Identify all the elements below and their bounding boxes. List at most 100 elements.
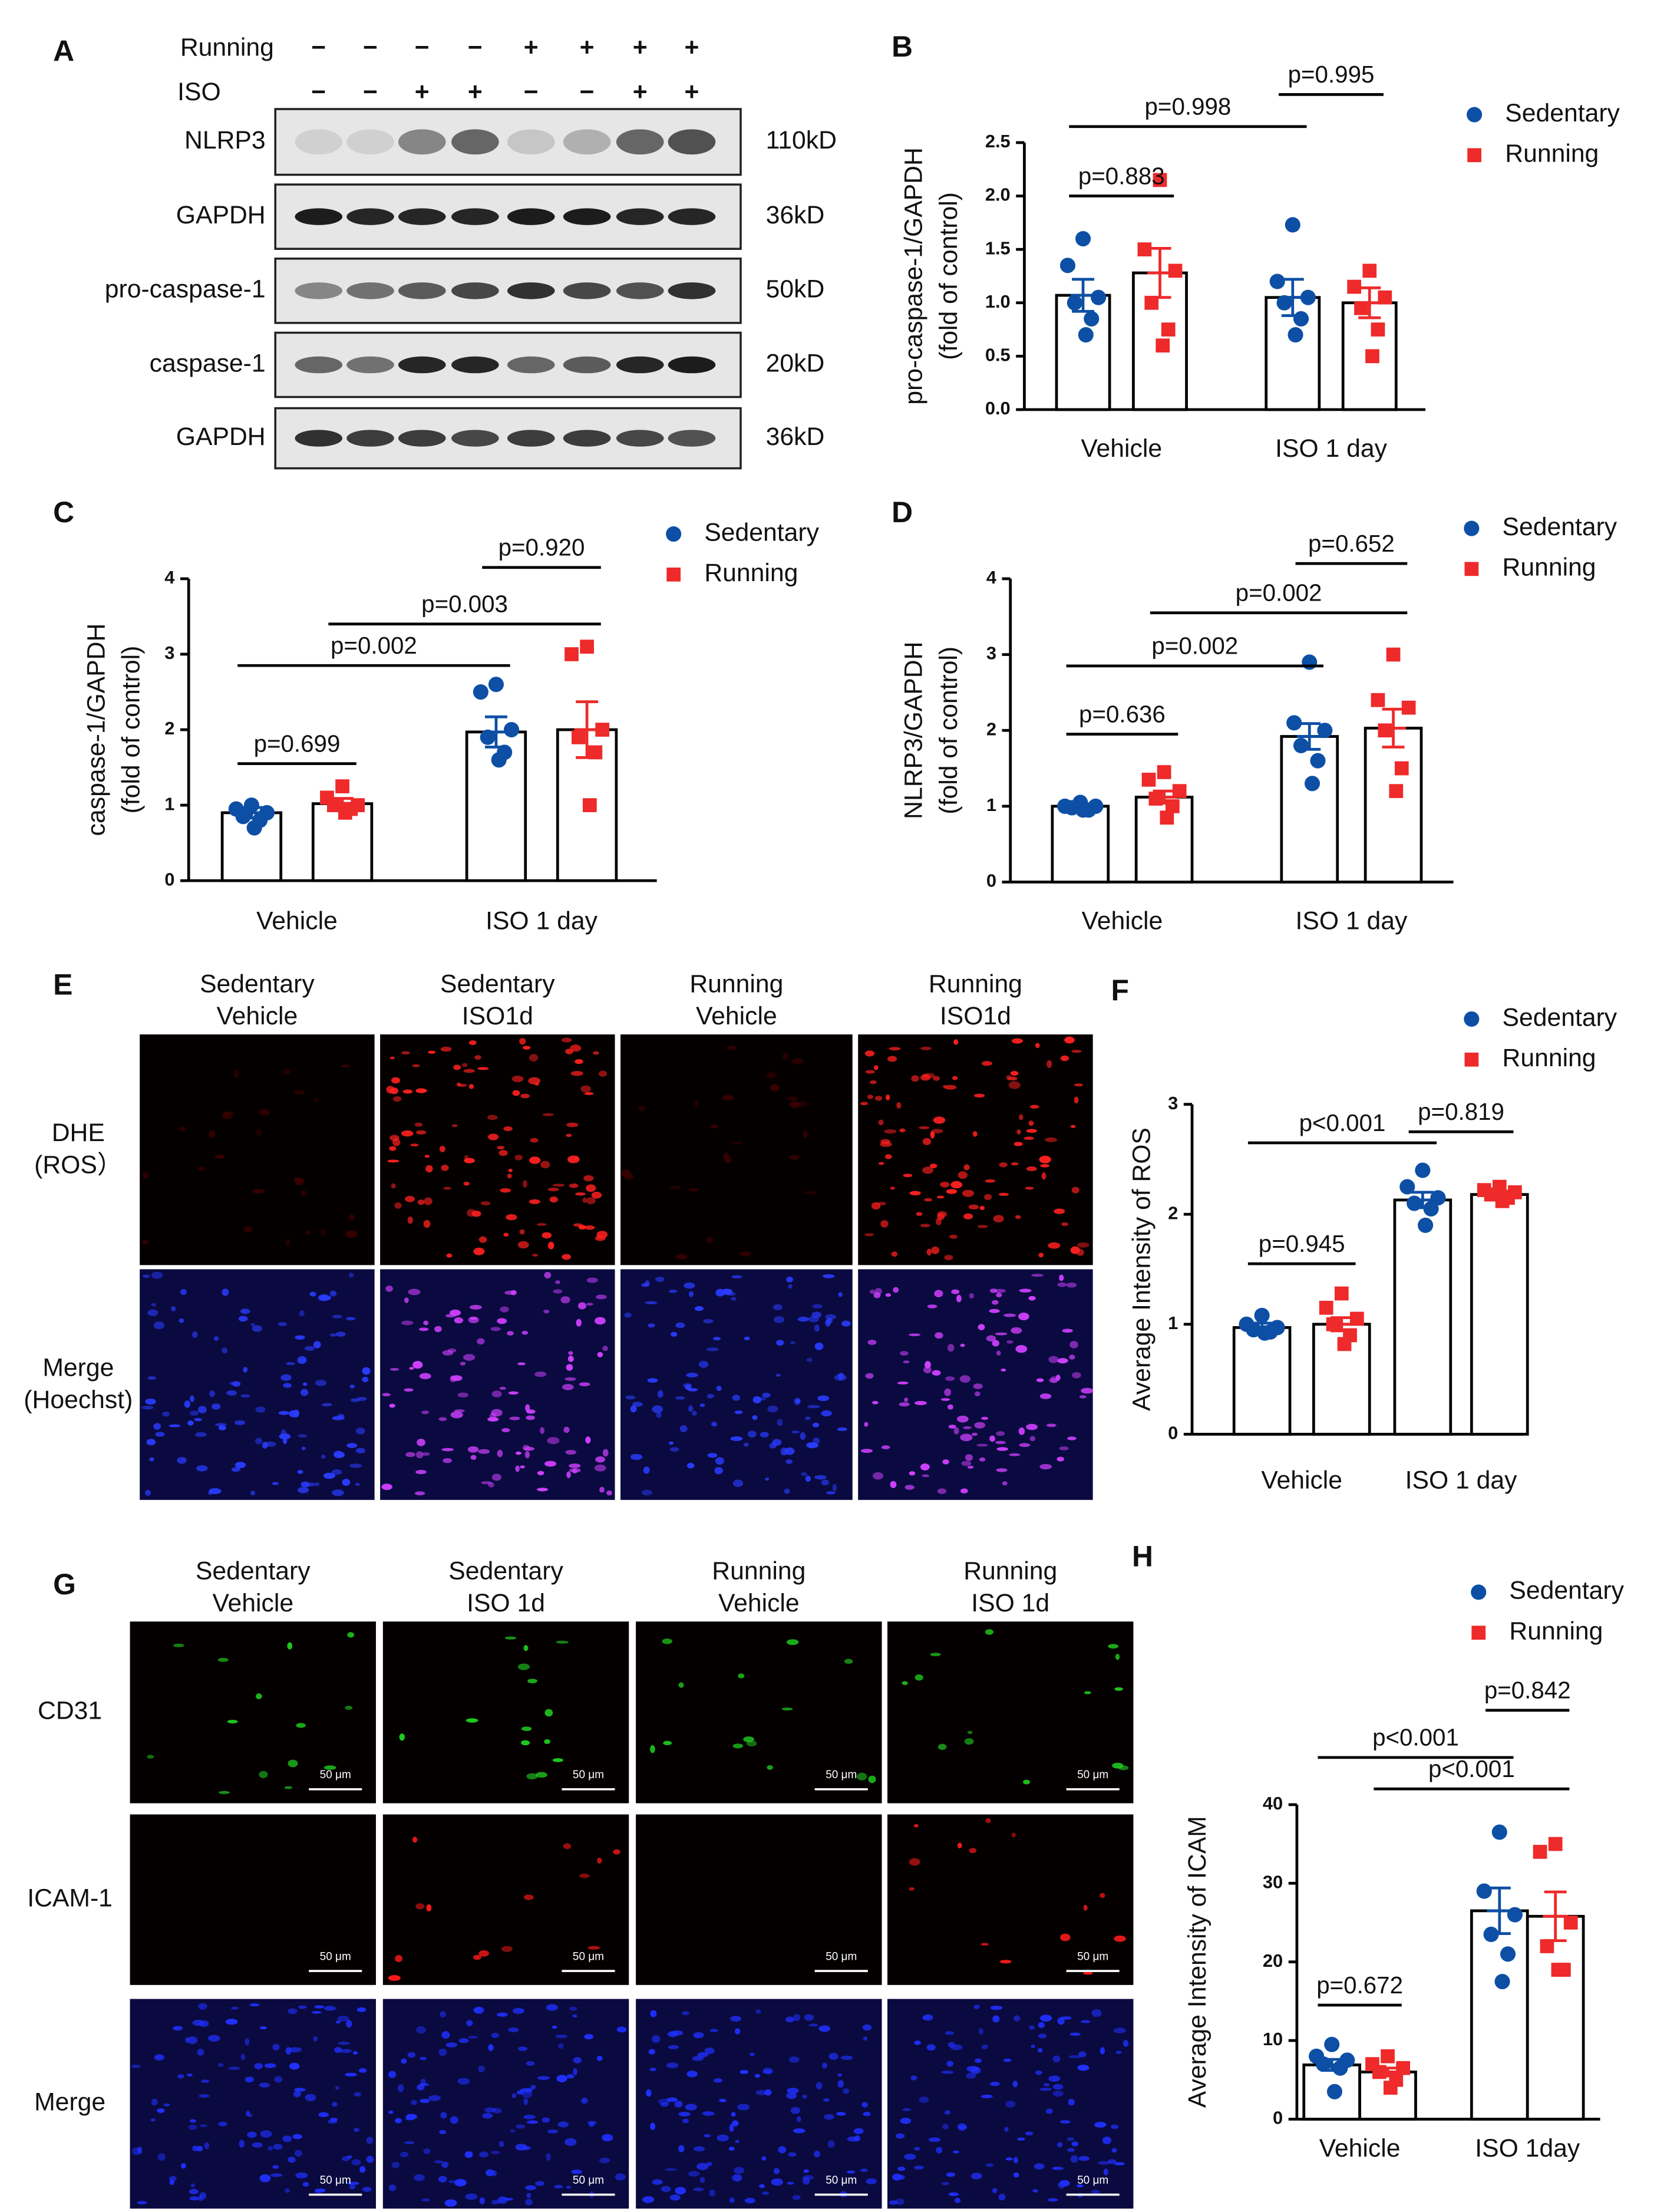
cell <box>735 2140 740 2144</box>
cell <box>714 1467 723 1475</box>
cell <box>278 1410 290 1415</box>
bar <box>1280 735 1339 884</box>
cell <box>693 2187 704 2191</box>
cell <box>1059 1274 1064 1281</box>
cell <box>410 1143 419 1147</box>
cell <box>547 1437 560 1445</box>
panel-letter: A <box>53 34 74 67</box>
data-point <box>1471 1584 1487 1600</box>
cell <box>254 2063 263 2069</box>
cell <box>235 1462 246 1469</box>
y-tick-label: 1.0 <box>985 291 1011 312</box>
cell <box>461 1063 468 1067</box>
cell <box>924 1198 933 1202</box>
cell <box>497 1449 503 1458</box>
data-point <box>1168 263 1183 278</box>
micrograph <box>382 1999 629 2209</box>
cell <box>576 1318 582 1327</box>
cell <box>389 1146 397 1151</box>
cell <box>554 2184 563 2189</box>
cell <box>341 1064 350 1068</box>
cell <box>282 1437 288 1445</box>
cell <box>346 2181 359 2185</box>
cell <box>1067 2137 1074 2141</box>
cell <box>470 1304 482 1310</box>
data-point <box>1500 1946 1516 1962</box>
cell <box>1057 1358 1068 1364</box>
cell <box>323 1472 335 1479</box>
cell <box>793 2014 800 2021</box>
cell <box>457 1392 469 1398</box>
cell <box>569 2006 577 2011</box>
cell <box>1048 1242 1061 1249</box>
cell <box>584 2033 594 2040</box>
cell <box>959 1375 971 1383</box>
cell <box>389 1403 395 1408</box>
condition-label: Running <box>180 33 274 61</box>
cell <box>507 1331 514 1336</box>
cell <box>870 1080 877 1084</box>
cell <box>463 1181 470 1186</box>
blot-band <box>668 208 716 225</box>
cell <box>1082 1972 1093 1975</box>
cell <box>382 1393 391 1397</box>
legend-label: Sedentary <box>1503 513 1617 541</box>
cell <box>675 1322 685 1328</box>
cell <box>956 1294 962 1303</box>
cell <box>231 1467 240 1472</box>
data-point <box>1304 776 1321 792</box>
cell <box>355 1428 365 1435</box>
cell <box>315 1380 327 1386</box>
cell <box>968 1204 979 1210</box>
cell <box>785 2016 795 2023</box>
cell <box>1115 1653 1120 1660</box>
band-name: caspase-1 <box>150 349 266 377</box>
cell <box>796 2116 801 2122</box>
cell <box>283 1383 292 1388</box>
cell <box>1038 2033 1047 2039</box>
band-size: 110kD <box>766 126 837 154</box>
cell <box>783 1053 789 1060</box>
cell <box>922 1166 934 1174</box>
cell <box>556 1640 569 1644</box>
cell <box>650 2010 657 2017</box>
cell <box>686 2071 698 2078</box>
cell <box>890 1186 895 1190</box>
cell <box>632 1402 643 1407</box>
cell <box>200 2079 210 2083</box>
cell <box>1049 1378 1058 1383</box>
cell <box>1035 1043 1040 1049</box>
x-tick-label: ISO 1 day <box>1405 1466 1517 1494</box>
blot-band <box>563 430 611 447</box>
cell <box>1023 1779 1030 1785</box>
x-tick-label: ISO 1 day <box>1295 907 1407 935</box>
cell <box>587 1946 600 1950</box>
cell <box>293 1090 305 1095</box>
data-point <box>1381 2049 1395 2063</box>
cell <box>337 2015 349 2022</box>
cell <box>415 1088 427 1093</box>
cell <box>961 1461 972 1466</box>
cell <box>1048 1356 1059 1363</box>
cell <box>974 1093 985 1098</box>
cell <box>1058 2182 1065 2188</box>
cell <box>1054 1208 1065 1214</box>
cell <box>1014 2015 1021 2022</box>
cell <box>1114 1935 1126 1942</box>
cell <box>540 1427 544 1434</box>
cell <box>914 2147 920 2151</box>
data-point <box>1269 273 1285 289</box>
cell <box>145 1398 156 1405</box>
data-point <box>246 820 262 836</box>
cell <box>648 1323 655 1328</box>
p-value: p=0.652 <box>1308 530 1395 557</box>
y-tick-label: 1.5 <box>985 238 1011 258</box>
cell <box>301 1446 306 1451</box>
cell <box>487 1417 499 1422</box>
cell <box>190 1395 194 1402</box>
blot-band <box>616 430 664 447</box>
cell <box>389 1087 398 1095</box>
cell <box>295 1177 304 1185</box>
cell <box>728 2147 735 2151</box>
